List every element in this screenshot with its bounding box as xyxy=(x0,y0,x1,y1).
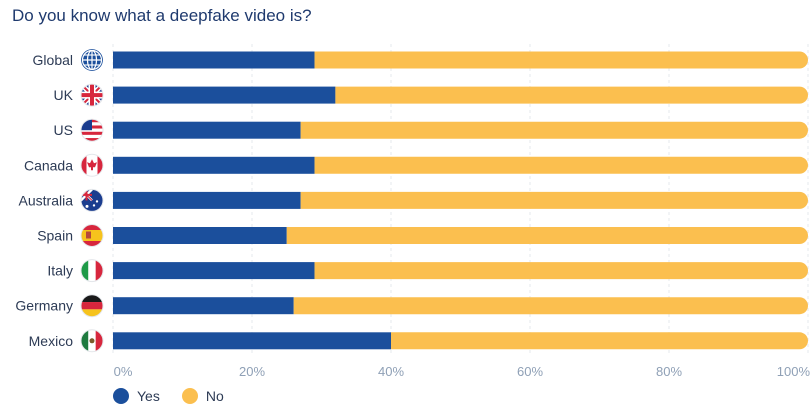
bar-yes-mexico xyxy=(113,332,391,350)
legend-swatch-no xyxy=(181,388,198,404)
bar-no-italy xyxy=(314,262,808,280)
stacked-bar-chart: Global UK US Canada Australia Spain Italy Germa… xyxy=(15,44,811,379)
category-label: Mexico xyxy=(29,333,74,349)
category-label: Australia xyxy=(19,192,74,208)
bar-no-germany xyxy=(293,297,808,315)
x-tick-label: 0% xyxy=(114,364,133,379)
category-label: Germany xyxy=(15,298,73,314)
x-tick-label: 40% xyxy=(378,364,404,379)
canada-flag-icon xyxy=(80,153,104,177)
category-label: Spain xyxy=(37,228,73,244)
bar-no-mexico xyxy=(391,332,808,350)
bar-yes-italy xyxy=(113,262,315,280)
germany-flag-icon xyxy=(80,294,104,318)
category-label: UK xyxy=(54,87,74,103)
category-label: Global xyxy=(33,52,73,68)
category-label: US xyxy=(54,122,73,138)
italy-flag-icon xyxy=(80,259,104,283)
us-flag-icon xyxy=(80,118,104,142)
chart-title: Do you know what a deepfake video is? xyxy=(12,6,312,25)
bar-no-canada xyxy=(314,156,808,174)
x-tick-label: 80% xyxy=(656,364,682,379)
bar-no-us xyxy=(300,121,808,139)
mexico-flag-icon xyxy=(80,329,104,353)
x-tick-label: 100% xyxy=(777,364,811,379)
bar-yes-spain xyxy=(113,227,287,244)
legend-item-no: No xyxy=(181,388,224,404)
bar-yes-global xyxy=(113,51,315,69)
spain-flag-icon xyxy=(80,224,104,247)
bar-yes-canada xyxy=(113,156,315,174)
x-tick-label: 20% xyxy=(239,364,265,379)
bar-no-australia xyxy=(300,191,808,209)
bar-yes-germany xyxy=(113,297,294,315)
bar-yes-uk xyxy=(113,86,336,104)
x-tick-label: 60% xyxy=(517,364,543,379)
australia-flag-icon xyxy=(80,188,104,212)
bar-no-global xyxy=(314,51,808,69)
legend-label-no: No xyxy=(205,388,224,404)
category-label: Canada xyxy=(24,157,73,173)
bar-yes-australia xyxy=(113,191,301,209)
uk-flag-icon xyxy=(80,83,104,107)
bar-no-spain xyxy=(286,227,808,244)
legend: Yes No xyxy=(113,388,224,404)
bar-no-uk xyxy=(335,86,808,104)
legend-label-yes: Yes xyxy=(137,388,160,404)
legend-swatch-yes xyxy=(113,388,129,404)
legend-item-yes: Yes xyxy=(113,388,160,404)
bar-yes-us xyxy=(113,121,301,139)
category-label: Italy xyxy=(47,263,73,279)
globe-icon xyxy=(81,49,103,71)
